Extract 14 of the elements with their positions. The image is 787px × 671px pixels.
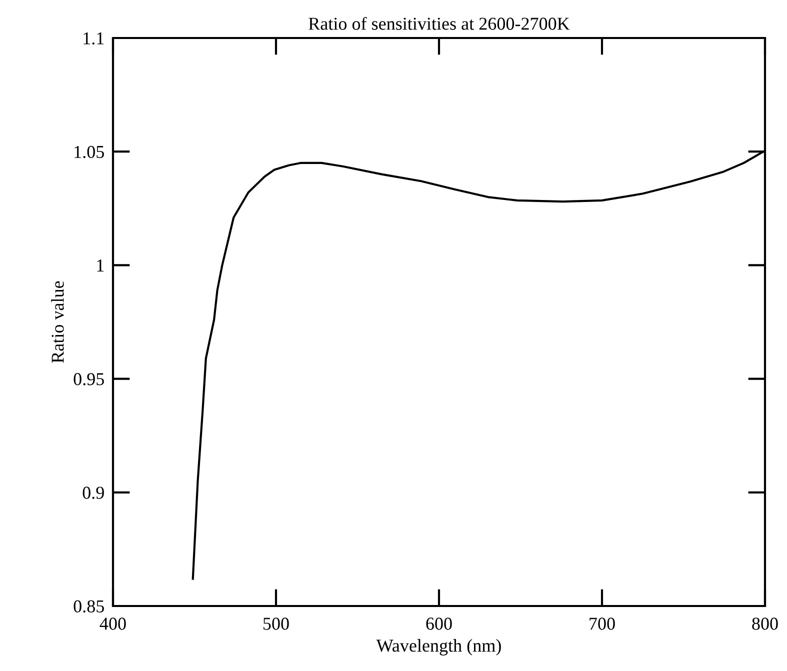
x-tick-label: 400 [100,618,126,630]
x-tick-label: 700 [590,618,615,630]
y-axis-title: Ratio value [51,281,64,363]
x-tick-label: 500 [264,618,289,630]
y-tick-label: 0.85 [74,600,104,613]
y-tick-label: 0.95 [74,373,104,386]
x-tick-label: 800 [752,618,778,630]
chart-title: Ratio of sensitivities at 2600-2700K [308,16,570,30]
y-tick-label: 0.9 [82,486,104,499]
y-tick-label: 1.05 [74,146,104,158]
x-axis-title: Wavelength (nm) [376,639,501,656]
y-tick-label: 1 [97,260,104,272]
y-tick-label: 1.1 [84,32,104,45]
x-tick-label: 600 [426,618,452,630]
